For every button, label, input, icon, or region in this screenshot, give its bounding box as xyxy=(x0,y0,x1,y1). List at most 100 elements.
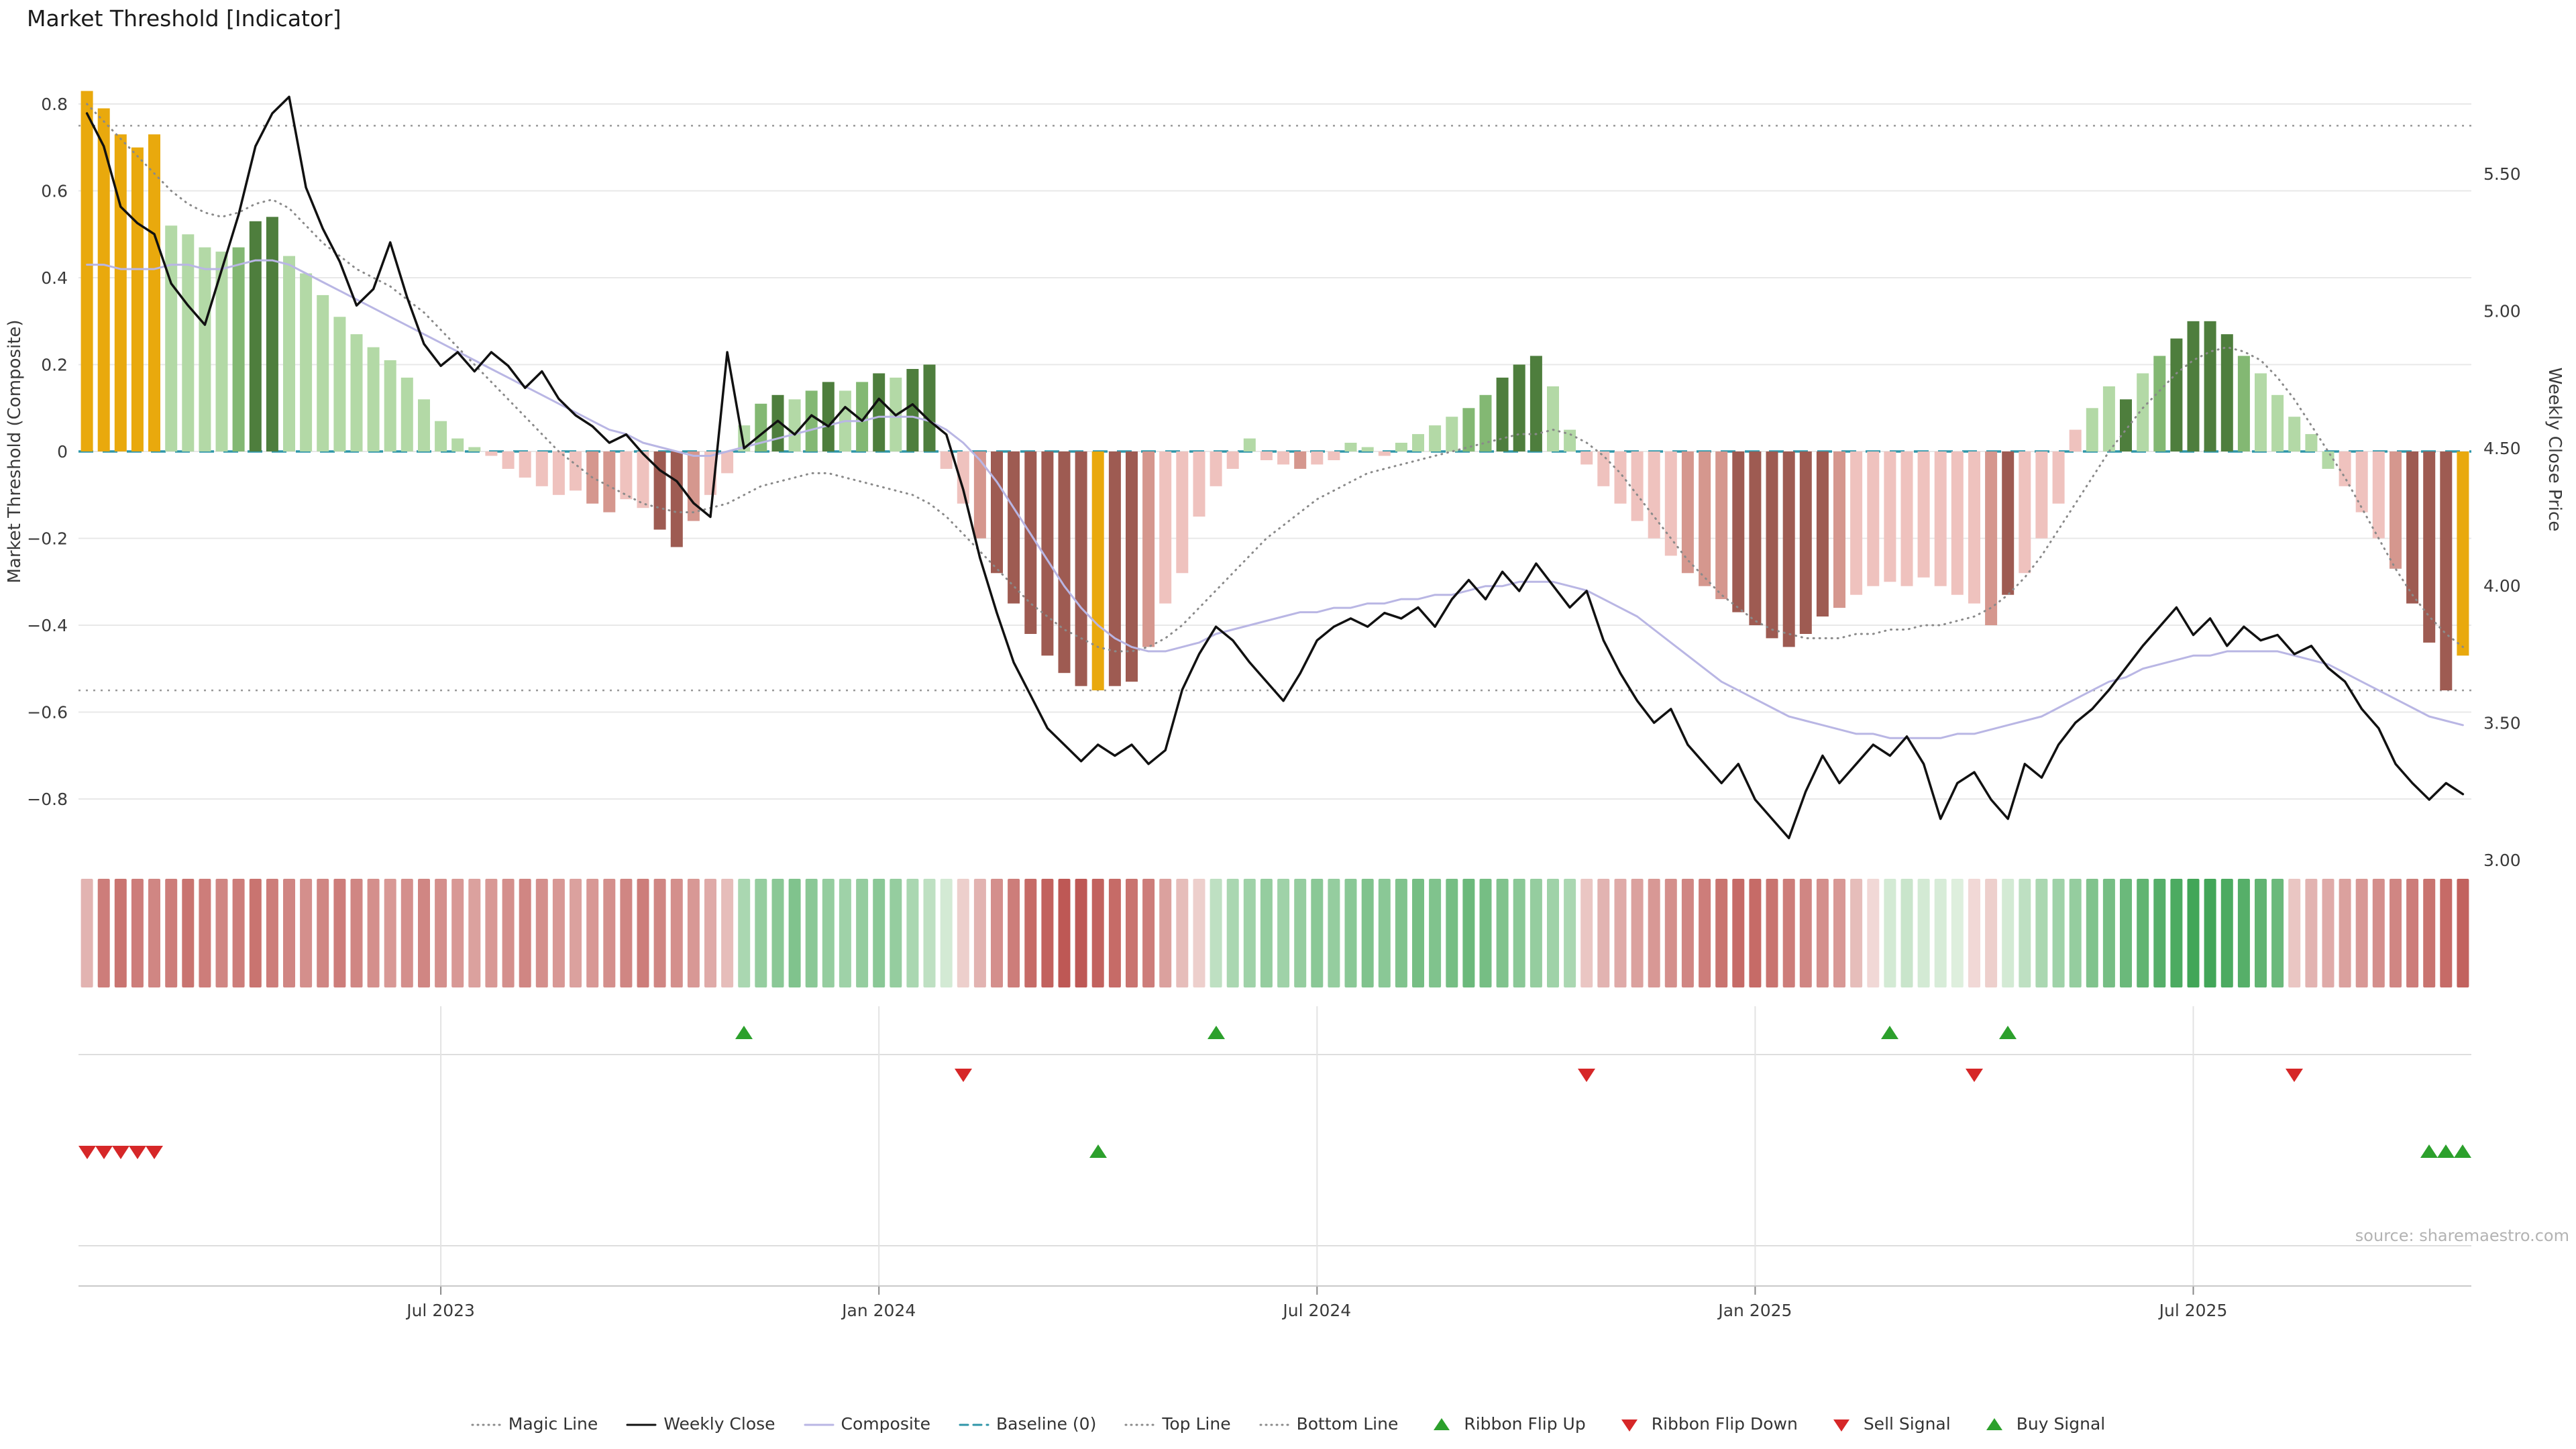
composite-bar xyxy=(502,451,515,469)
composite-bar xyxy=(1934,451,1947,586)
ribbon-cell xyxy=(519,879,531,987)
composite-bar xyxy=(283,256,295,451)
ribbon-flip-up-marker xyxy=(1208,1026,1225,1039)
ribbon-cell xyxy=(182,879,195,987)
ribbon-cell xyxy=(1395,879,1407,987)
left-y-tick-label: −0.8 xyxy=(27,790,68,809)
ribbon-cell xyxy=(2339,879,2351,987)
composite-bar xyxy=(535,451,548,486)
composite-bar xyxy=(2372,451,2385,539)
left-axis-title: Market Threshold (Composite) xyxy=(5,319,25,583)
ribbon-cell xyxy=(215,879,228,987)
composite-bar xyxy=(1564,429,1576,451)
composite-bar xyxy=(1446,417,1458,451)
composite-bar xyxy=(1833,451,1845,608)
ribbon-flip-down-marker xyxy=(2286,1069,2303,1082)
sell-signal-marker xyxy=(129,1146,146,1159)
ribbon-cell xyxy=(1126,879,1138,987)
composite-bar xyxy=(1462,408,1475,452)
composite-bar xyxy=(1715,451,1728,600)
ribbon-cell xyxy=(300,879,313,987)
ribbon-cell xyxy=(1597,879,1610,987)
ribbon-cell xyxy=(1900,879,1913,987)
triangle-down-icon xyxy=(1833,1419,1849,1432)
x-tick-label: Jan 2024 xyxy=(841,1301,916,1320)
composite-bar xyxy=(991,451,1003,574)
composite-bar xyxy=(1648,451,1660,539)
composite-bar xyxy=(670,451,683,547)
ribbon-cell xyxy=(451,879,464,987)
left-y-tick-label: 0 xyxy=(57,442,68,462)
composite-bar xyxy=(603,451,616,513)
composite-bar xyxy=(923,364,936,451)
ribbon-cell xyxy=(1378,879,1391,987)
composite-bar xyxy=(805,390,818,451)
composite-bar xyxy=(2086,408,2098,452)
legend-label: Ribbon Flip Up xyxy=(1464,1414,1586,1434)
legend-label: Ribbon Flip Down xyxy=(1651,1414,1798,1434)
legend: Magic Line Weekly Close Composite Baseline … xyxy=(0,1414,2576,1434)
ribbon-cell xyxy=(1664,879,1677,987)
composite-bar xyxy=(1968,451,1980,604)
composite-bar xyxy=(2120,399,2132,451)
composite-bar xyxy=(266,217,278,451)
composite-bar xyxy=(2052,451,2065,504)
ribbon-cell xyxy=(2237,879,2250,987)
ribbon-cell xyxy=(1985,879,1998,987)
composite-bar xyxy=(2339,451,2351,486)
x-tick-label: Jul 2024 xyxy=(1281,1301,1351,1320)
x-tick-label: Jul 2025 xyxy=(2158,1301,2228,1320)
ribbon-cell xyxy=(266,879,278,987)
ribbon-cell xyxy=(1328,879,1340,987)
ribbon-cell xyxy=(1715,879,1728,987)
ribbon-cell xyxy=(1260,879,1273,987)
composite-bar xyxy=(2423,451,2436,643)
ribbon-cell xyxy=(1277,879,1290,987)
ribbon-cell xyxy=(2390,879,2402,987)
ribbon-cell xyxy=(1749,879,1762,987)
ribbon-cell xyxy=(199,879,211,987)
ribbon-cell xyxy=(2086,879,2098,987)
ribbon-cell xyxy=(923,879,936,987)
ribbon-flip-down-marker xyxy=(955,1069,972,1082)
ribbon-flip-down-marker xyxy=(1578,1069,1595,1082)
legend-item-weekly-close: Weekly Close xyxy=(626,1414,775,1434)
signal-panel-grid xyxy=(78,1006,2471,1286)
ribbon-cell xyxy=(1884,879,1896,987)
composite-line xyxy=(86,259,2464,739)
composite-bar xyxy=(2440,451,2453,691)
ribbon-cell xyxy=(2440,879,2453,987)
ribbon-cell xyxy=(1782,879,1795,987)
ribbon-cell xyxy=(1226,879,1239,987)
composite-bar xyxy=(1429,425,1442,451)
legend-label: Baseline (0) xyxy=(996,1414,1097,1434)
composite-bar xyxy=(1513,364,1525,451)
ribbon-cell xyxy=(873,879,885,987)
ribbon-cell xyxy=(350,879,363,987)
ribbon-cell xyxy=(1547,879,1559,987)
ribbon-flip-up-marker xyxy=(1999,1026,2017,1039)
ribbon-cell xyxy=(957,879,969,987)
composite-bar xyxy=(1243,438,1256,451)
ribbon-cell xyxy=(570,879,582,987)
composite-bar xyxy=(1075,451,1087,686)
triangle-up-glyph xyxy=(1986,1417,2002,1430)
legend-item-ribbon-flip-down: Ribbon Flip Down xyxy=(1614,1414,1798,1434)
ribbon-cell xyxy=(1176,879,1189,987)
composite-bar xyxy=(1159,451,1172,604)
ribbon-cell xyxy=(435,879,447,987)
left-y-tick-label: 0.2 xyxy=(41,356,68,375)
ribbon-cell xyxy=(1529,879,1542,987)
buy-signal-marker xyxy=(2420,1144,2438,1158)
weekly-close-line xyxy=(85,95,2465,840)
ribbon-cell xyxy=(367,879,380,987)
ribbon-cell xyxy=(1159,879,1172,987)
ribbon-cell xyxy=(755,879,767,987)
composite-bar xyxy=(367,347,380,451)
composite-bar xyxy=(1311,451,1324,465)
composite-bar xyxy=(1496,377,1509,451)
composite-bar xyxy=(788,399,801,451)
composite-bar xyxy=(1142,451,1155,647)
ribbon-cell xyxy=(1648,879,1660,987)
buy-signal-marker xyxy=(1089,1144,1107,1158)
